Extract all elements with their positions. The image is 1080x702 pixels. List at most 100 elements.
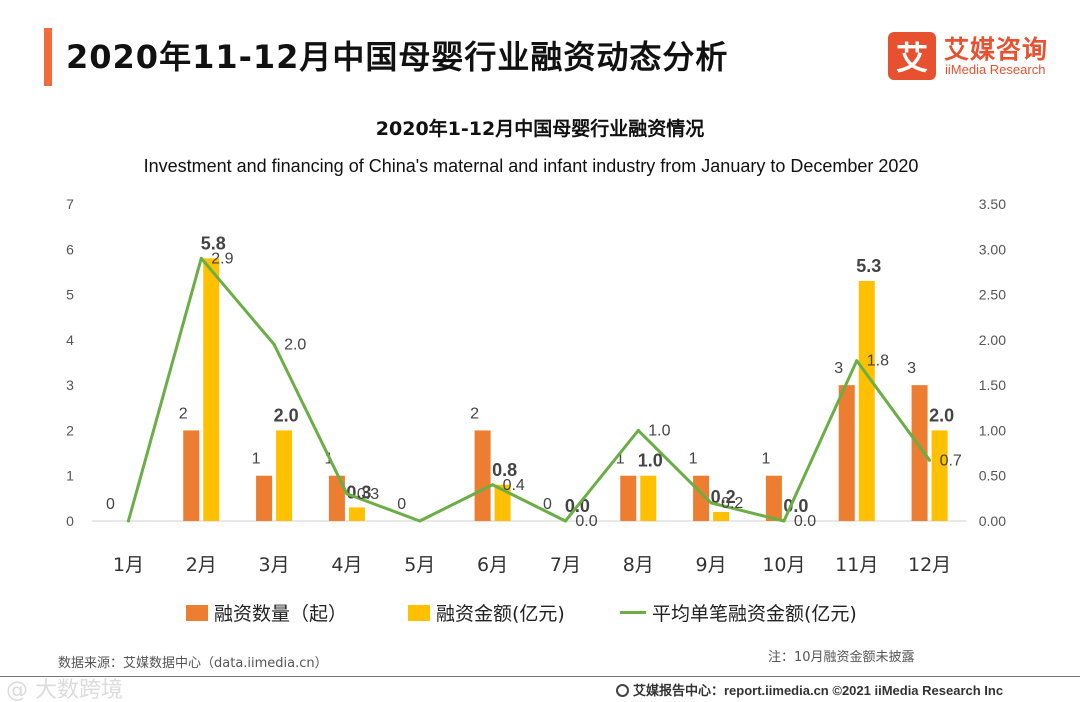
y-left-tick-label: 7 bbox=[66, 196, 74, 212]
data-label-count: 0 bbox=[106, 496, 115, 513]
y-left-tick-label: 5 bbox=[66, 287, 74, 303]
y-right-tick-label: 2.50 bbox=[979, 287, 1006, 303]
data-label-amount: 0.8 bbox=[492, 460, 517, 480]
data-label-amount: 5.8 bbox=[201, 233, 226, 253]
x-tick-label: 4月 bbox=[331, 554, 362, 576]
chart-subtitle: Investment and financing of China's mate… bbox=[143, 156, 919, 176]
x-tick-label: 3月 bbox=[259, 554, 290, 576]
bar-amount bbox=[348, 507, 365, 521]
y-left-tick-label: 3 bbox=[66, 377, 74, 393]
data-label-average: 1.8 bbox=[867, 353, 889, 370]
combo-chart: 012345670.000.501.001.502.002.503.003.50… bbox=[66, 196, 1006, 576]
bar-count bbox=[328, 475, 345, 521]
line-point-average bbox=[418, 519, 422, 523]
watermark: @ 大数跨境 bbox=[6, 678, 123, 702]
chart-note: 注：10月融资金额未披露 bbox=[768, 650, 915, 665]
x-tick-label: 9月 bbox=[696, 554, 727, 576]
legend-item-count: 融资数量（起） bbox=[186, 599, 347, 626]
chart-title: 2020年1-12月中国母婴行业融资情况 bbox=[375, 118, 705, 140]
data-label-amount: 2.0 bbox=[929, 405, 954, 425]
y-right-tick-label: 3.00 bbox=[979, 241, 1006, 257]
line-point-average bbox=[272, 342, 276, 346]
legend-label-count: 融资数量（起） bbox=[214, 603, 348, 625]
bar-amount bbox=[203, 258, 220, 521]
data-label-average: 2.0 bbox=[284, 336, 306, 353]
data-label-average: 0.4 bbox=[503, 477, 525, 494]
y-right-tick-label: 0.50 bbox=[979, 468, 1006, 484]
footer-credit-text: 艾媒报告中心：report.iimedia.cn ©2021 iiMedia R… bbox=[633, 683, 1004, 698]
y-left-tick-label: 4 bbox=[66, 332, 74, 348]
title-accent-bar bbox=[44, 28, 52, 86]
y-left-tick-label: 2 bbox=[66, 422, 74, 438]
data-label-count: 1 bbox=[761, 451, 770, 468]
x-tick-label: 7月 bbox=[550, 554, 581, 576]
y-left-tick-label: 0 bbox=[66, 513, 74, 529]
logo-name-en: iiMedia Research bbox=[945, 62, 1046, 77]
y-left-tick-label: 1 bbox=[66, 468, 74, 484]
legend-item-amount: 融资金额(亿元) bbox=[408, 599, 565, 626]
data-label-average: 0.3 bbox=[357, 486, 379, 503]
data-label-count: 0 bbox=[397, 496, 406, 513]
line-point-average bbox=[345, 492, 349, 496]
y-right-tick-label: 2.00 bbox=[979, 332, 1006, 348]
line-point-average bbox=[928, 458, 932, 462]
line-point-average bbox=[491, 483, 495, 487]
data-label-count: 2 bbox=[179, 405, 188, 422]
data-label-average: 2.9 bbox=[211, 250, 233, 267]
logo-name-cn: 艾媒咨询 bbox=[944, 35, 1049, 64]
y-right-tick-label: 0.00 bbox=[979, 513, 1006, 529]
line-point-average bbox=[782, 519, 786, 523]
bar-count bbox=[620, 475, 637, 521]
x-tick-label: 11月 bbox=[835, 554, 878, 576]
y-left-tick-label: 6 bbox=[66, 241, 74, 257]
data-label-count: 1 bbox=[689, 451, 698, 468]
data-label-average: 1.0 bbox=[648, 422, 670, 439]
chart-legend: 融资数量（起） 融资金额(亿元) 平均单笔融资金额(亿元) bbox=[0, 599, 1080, 625]
legend-swatch-average bbox=[620, 611, 646, 614]
bar-count bbox=[183, 430, 200, 521]
legend-item-average: 平均单笔融资金额(亿元) bbox=[620, 599, 857, 626]
data-label-count: 2 bbox=[470, 405, 479, 422]
bar-amount bbox=[276, 430, 293, 521]
x-tick-label: 6月 bbox=[477, 554, 508, 576]
line-point-average bbox=[855, 359, 859, 363]
bar-amount bbox=[858, 280, 875, 521]
line-point-average bbox=[636, 428, 640, 432]
data-label-average: 0.0 bbox=[794, 513, 816, 530]
data-label-average: 0.0 bbox=[575, 513, 597, 530]
page-title: 2020年11-12月中国母婴行业融资动态分析 bbox=[66, 38, 729, 76]
data-label-count: 3 bbox=[907, 360, 916, 377]
legend-swatch-amount bbox=[408, 604, 430, 621]
data-label-count: 3 bbox=[834, 360, 843, 377]
data-label-amount: 2.0 bbox=[274, 405, 299, 425]
bar-count bbox=[911, 385, 928, 521]
data-source: 数据来源：艾媒数据中心（data.iimedia.cn） bbox=[58, 656, 328, 671]
data-label-count: 1 bbox=[616, 451, 625, 468]
line-point-average bbox=[709, 501, 713, 505]
line-point-average bbox=[126, 519, 130, 523]
x-tick-label: 10月 bbox=[762, 554, 805, 576]
logo-icon: 艾 bbox=[888, 32, 936, 80]
data-label-count: 1 bbox=[252, 451, 261, 468]
legend-swatch-count bbox=[186, 604, 208, 621]
data-label-average: 0.2 bbox=[721, 495, 743, 512]
data-label-average: 0.7 bbox=[940, 452, 962, 469]
x-tick-label: 5月 bbox=[404, 554, 435, 576]
legend-label-amount: 融资金额(亿元) bbox=[436, 603, 565, 625]
footer-divider bbox=[0, 676, 1080, 677]
data-label-amount: 0.2 bbox=[711, 487, 736, 507]
data-label-amount: 5.3 bbox=[856, 256, 881, 276]
x-tick-label: 8月 bbox=[623, 554, 654, 576]
bar-amount bbox=[713, 511, 730, 521]
iimedia-logo: 艾 艾媒咨询 iiMedia Research bbox=[888, 30, 1068, 82]
y-right-tick-label: 3.50 bbox=[979, 196, 1006, 212]
y-right-tick-label: 1.00 bbox=[979, 422, 1006, 438]
x-tick-label: 2月 bbox=[186, 554, 217, 576]
bar-count bbox=[474, 430, 491, 521]
line-point-average bbox=[199, 256, 203, 260]
legend-label-average: 平均单笔融资金额(亿元) bbox=[652, 603, 857, 625]
globe-icon bbox=[616, 684, 629, 697]
y-right-tick-label: 1.50 bbox=[979, 377, 1006, 393]
footer-credit: 艾媒报告中心：report.iimedia.cn ©2021 iiMedia R… bbox=[616, 680, 1003, 699]
bar-count bbox=[838, 385, 855, 521]
